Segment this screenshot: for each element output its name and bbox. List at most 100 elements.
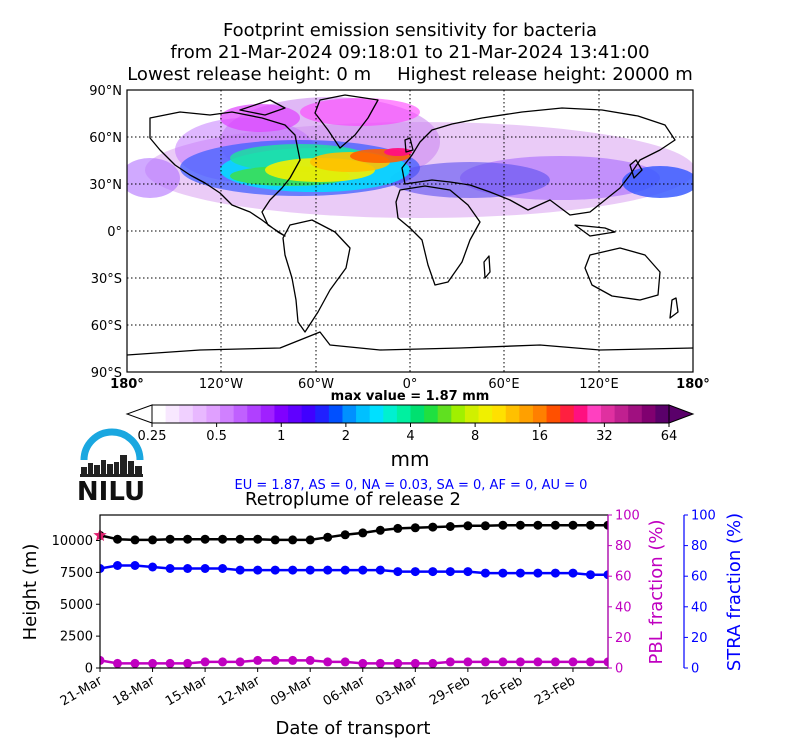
x-ticks: 21-Mar 18-Mar 15-Mar 12-Mar 09-Mar 06-Mar 03-M…: [58, 668, 578, 709]
colorbar-cell: [288, 405, 303, 423]
map-gridlines: [127, 90, 693, 372]
colorbar-cell: [274, 405, 289, 423]
pbl-point: [480, 657, 490, 667]
lon-label-120e: 120°E: [579, 377, 619, 392]
stra-point: [463, 567, 473, 577]
retroplume-chart: Retroplume of release 2 0 2500 5000 7500 100…: [20, 489, 745, 739]
stra-point: [428, 567, 438, 577]
pbl-point: [305, 655, 315, 665]
colorbar-cell: [396, 405, 411, 423]
height-point: [270, 535, 280, 545]
height-point: [603, 520, 608, 530]
colorbar-cell: [328, 405, 343, 423]
colorbar-cell: [451, 405, 466, 423]
x-tick-label: 09-Mar: [268, 673, 316, 709]
height-point: [393, 523, 403, 533]
pbl-point: [428, 658, 438, 668]
lat-label-90s: 90°S: [91, 366, 122, 381]
colorbar-tick-label: 0.5: [206, 429, 227, 444]
stra-tick-label: 0: [691, 662, 699, 677]
logo-arc: [80, 428, 144, 461]
colorbar-cell: [478, 405, 493, 423]
stra-point: [515, 568, 525, 578]
stra-point: [533, 568, 543, 578]
colorbar-cell: [519, 405, 534, 423]
pbl-point: [183, 658, 193, 668]
stra-point: [393, 567, 403, 577]
stra-point: [218, 564, 228, 573]
coastlines: [127, 94, 693, 356]
stra-point: [323, 565, 333, 575]
height-point: [533, 520, 543, 530]
colorbar-cells: [152, 405, 670, 423]
height-point: [183, 534, 193, 544]
height-point: [148, 535, 158, 545]
pbl-point: [393, 658, 403, 668]
pbl-point: [200, 657, 210, 667]
y-left-ticks: 0 2500 5000 7500 10000: [52, 534, 100, 677]
stra-point: [148, 562, 158, 572]
height-point: [340, 530, 350, 540]
height-point: [288, 535, 298, 545]
pbl-tick-label: 60: [615, 570, 632, 585]
x-tick-label: 15-Mar: [163, 673, 211, 709]
pbl-point: [603, 657, 608, 667]
x-tick-label: 12-Mar: [216, 673, 264, 709]
x-tick-label: 23-Feb: [532, 673, 578, 708]
logo-text: NILU: [77, 477, 145, 507]
region-summary: EU = 1.87, AS = 0, NA = 0.03, SA = 0, AF…: [235, 478, 588, 493]
colorbar-tick-label: 32: [596, 429, 613, 444]
stra-point: [445, 567, 455, 577]
colorbar-cell: [628, 405, 643, 423]
colorbar-cell: [383, 405, 398, 423]
height-point: [568, 520, 578, 530]
pbl-tick-label: 20: [615, 631, 632, 646]
height-series-line: [100, 523, 608, 542]
stra-point: [100, 564, 105, 573]
map-title-line-2: from 21-Mar-2024 09:18:01 to 21-Mar-2024…: [170, 42, 650, 63]
height-point: [200, 534, 210, 544]
map-lon-labels: 180° 120°W 60°W 0° 60°E 120°E 180°: [110, 377, 710, 392]
lon-label-60w: 60°W: [298, 377, 334, 392]
colorbar-tick-label: 16: [531, 429, 548, 444]
pbl-point: [218, 657, 228, 667]
pbl-point: [375, 658, 385, 668]
pbl-point: [130, 658, 140, 668]
colorbar-tick-label: 1: [277, 429, 285, 444]
height-point: [253, 534, 263, 544]
sensitivity-field: [127, 97, 693, 218]
map-lat-labels: 90°N 60°N 30°N 0° 30°S 60°S 90°S: [89, 84, 122, 381]
pbl-point: [270, 655, 280, 665]
pbl-tick-label: 40: [615, 600, 632, 615]
chart-title: Retroplume of release 2: [245, 489, 461, 510]
colorbar-cell: [342, 405, 357, 423]
pbl-tick-label: 80: [615, 539, 632, 554]
stra-point: [498, 568, 508, 578]
height-point: [235, 534, 245, 544]
stra-point: [113, 561, 122, 570]
stra-axis: 0 20 40 60 80 100: [683, 509, 716, 677]
lat-label-30s: 30°S: [91, 272, 122, 287]
stra-point: [130, 561, 140, 570]
stra-point: [568, 568, 578, 578]
y-left-tick-label: 5000: [60, 598, 93, 613]
stra-tick-label: 80: [691, 539, 708, 554]
colorbar-cell: [532, 405, 547, 423]
colorbar-cell: [587, 405, 602, 423]
x-tick-label: 06-Mar: [321, 673, 369, 709]
stra-point: [165, 564, 175, 573]
height-point: [113, 534, 122, 544]
nilu-logo: NILU: [77, 428, 145, 507]
colorbar-tick-labels: 0.25 0.5 1 2 4 8 16 32 64: [138, 423, 677, 444]
stra-point: [410, 567, 420, 577]
colorbar-cell: [165, 405, 180, 423]
pbl-point: [586, 657, 595, 667]
pbl-tick-label: 0: [615, 662, 623, 677]
stra-point: [305, 565, 315, 575]
colorbar-tick-label: 8: [471, 429, 479, 444]
height-point: [428, 522, 438, 532]
lat-label-90n: 90°N: [89, 84, 122, 99]
lon-label-180w: 180°: [110, 377, 144, 392]
colorbar-cell: [301, 405, 316, 423]
